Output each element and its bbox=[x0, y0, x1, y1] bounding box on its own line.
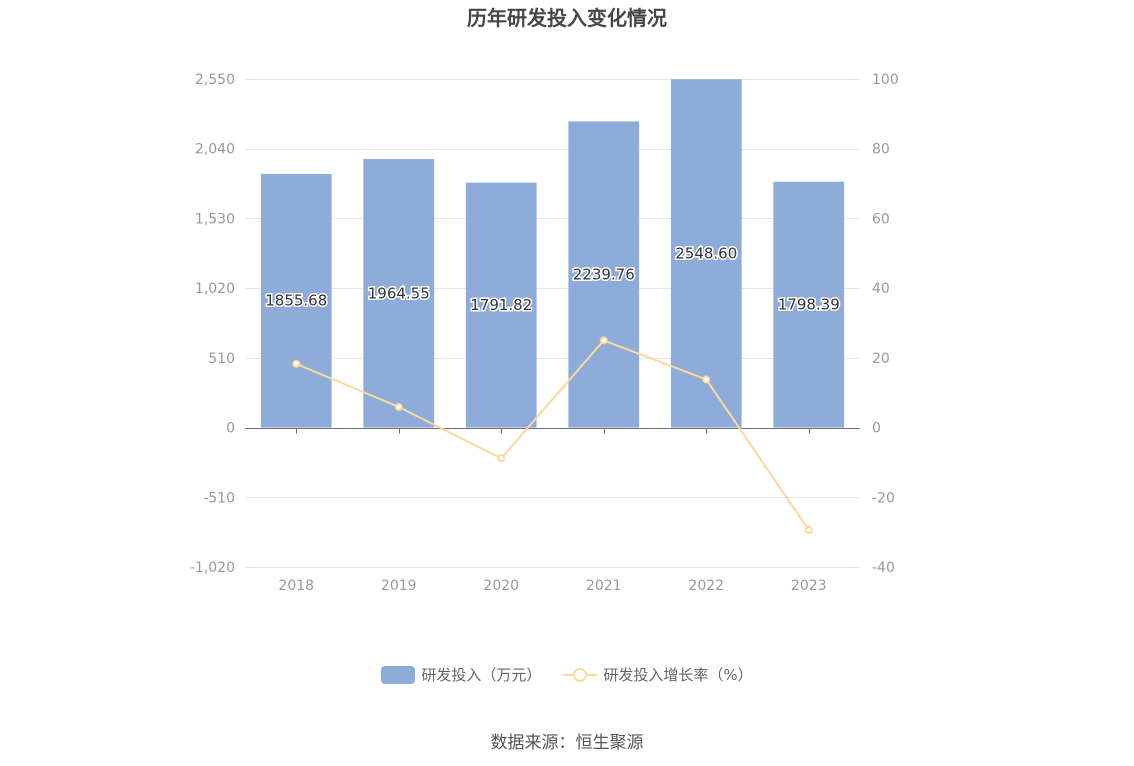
bar-value-labels: 1855.68 1964.55 1791.82 2239.76 2548.60 1798.… bbox=[264, 243, 842, 316]
right-y-axis: 100 80 60 40 20 0 -20 -40 bbox=[872, 72, 899, 576]
bar-value-label: 2239.76 bbox=[573, 265, 635, 283]
x-axis-labels: 2018 2019 2020 2021 2022 2023 bbox=[278, 578, 826, 594]
growth-point bbox=[702, 375, 711, 384]
legend-line-label: 研发投入增长率（%） bbox=[603, 666, 753, 684]
legend-item-bar[interactable]: 研发投入（万元） bbox=[381, 664, 541, 685]
bar bbox=[363, 159, 435, 428]
left-tick-label: -510 bbox=[203, 490, 235, 506]
bar bbox=[260, 173, 332, 428]
bar bbox=[568, 121, 640, 428]
left-tick-label: 0 bbox=[226, 421, 235, 437]
right-tick-label: -40 bbox=[872, 560, 895, 576]
bar-value-label: 2548.60 bbox=[675, 244, 737, 262]
right-tick-label: 40 bbox=[872, 281, 890, 297]
line-series bbox=[292, 336, 813, 535]
x-tick-label: 2021 bbox=[586, 578, 622, 594]
right-tick-label: 80 bbox=[872, 142, 890, 158]
bar-value-label: 1798.39 bbox=[778, 296, 840, 314]
bar bbox=[773, 181, 845, 428]
legend-bar-swatch bbox=[381, 665, 416, 684]
legend: 研发投入（万元） 研发投入增长率（%） bbox=[0, 664, 1134, 685]
x-tick-label: 2022 bbox=[688, 578, 724, 594]
data-source: 数据来源：恒生聚源 bbox=[490, 733, 644, 753]
bar-value-label: 1855.68 bbox=[265, 292, 327, 310]
x-tick-label: 2018 bbox=[278, 578, 314, 594]
right-tick-label: -20 bbox=[872, 490, 895, 506]
x-tick-label: 2019 bbox=[381, 578, 417, 594]
x-tick-label: 2023 bbox=[791, 578, 827, 594]
growth-point bbox=[497, 454, 506, 463]
legend-item-line[interactable]: 研发投入增长率（%） bbox=[563, 664, 753, 685]
bar-value-label: 1791.82 bbox=[470, 296, 532, 314]
grid-lines bbox=[245, 79, 860, 568]
left-tick-label: 1,020 bbox=[195, 281, 235, 297]
growth-point bbox=[599, 336, 608, 345]
bar-series bbox=[260, 79, 845, 428]
left-tick-label: 510 bbox=[208, 351, 235, 367]
right-tick-label: 20 bbox=[872, 351, 890, 367]
chart-title: 历年研发投入变化情况 bbox=[467, 6, 667, 30]
right-tick-label: 60 bbox=[872, 211, 890, 227]
growth-point bbox=[394, 403, 403, 412]
right-tick-label: 100 bbox=[872, 72, 899, 88]
left-y-axis: 2,550 2,040 1,530 1,020 510 0 -510 -1,020 bbox=[190, 72, 235, 576]
left-tick-label: -1,020 bbox=[190, 560, 235, 576]
left-tick-label: 2,040 bbox=[195, 142, 235, 158]
growth-line bbox=[295, 339, 810, 531]
x-tick-label: 2020 bbox=[483, 578, 519, 594]
left-tick-label: 2,550 bbox=[195, 72, 235, 88]
growth-point bbox=[292, 359, 301, 368]
legend-line-swatch bbox=[563, 666, 598, 684]
legend-bar-label: 研发投入（万元） bbox=[421, 666, 542, 684]
growth-point bbox=[804, 526, 813, 535]
bar bbox=[465, 182, 537, 428]
right-tick-label: 0 bbox=[872, 421, 881, 437]
left-tick-label: 1,530 bbox=[195, 211, 235, 227]
x-axis bbox=[245, 428, 860, 434]
bar-value-label: 1964.55 bbox=[368, 284, 430, 302]
